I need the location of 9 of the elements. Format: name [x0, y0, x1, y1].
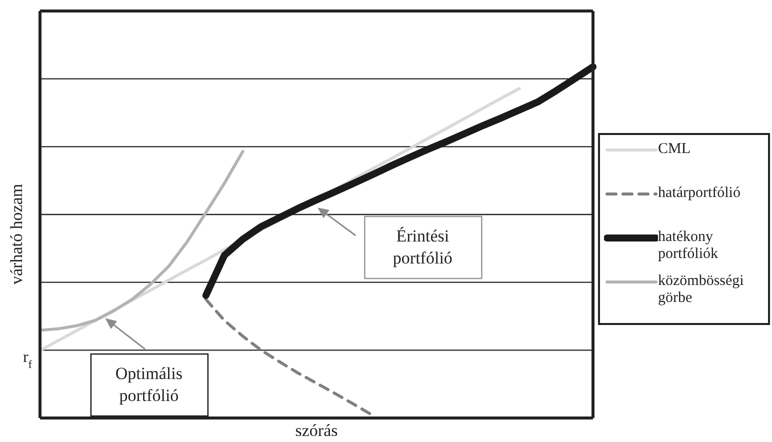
- annotation: Optimális portfólió: [115, 364, 182, 406]
- legend-label: CML: [658, 141, 692, 158]
- legend-label: hatékony portfóliók: [658, 229, 719, 263]
- legend-label: közömbösségi görbe: [658, 273, 745, 307]
- legend-label: határportfólió: [658, 185, 742, 202]
- annotation: Érintési portfólió: [392, 226, 452, 268]
- y-axis-title: várható hozam: [7, 184, 26, 284]
- text: r$_{f}$: [22, 349, 32, 372]
- x-axis-title: szórás: [295, 421, 338, 440]
